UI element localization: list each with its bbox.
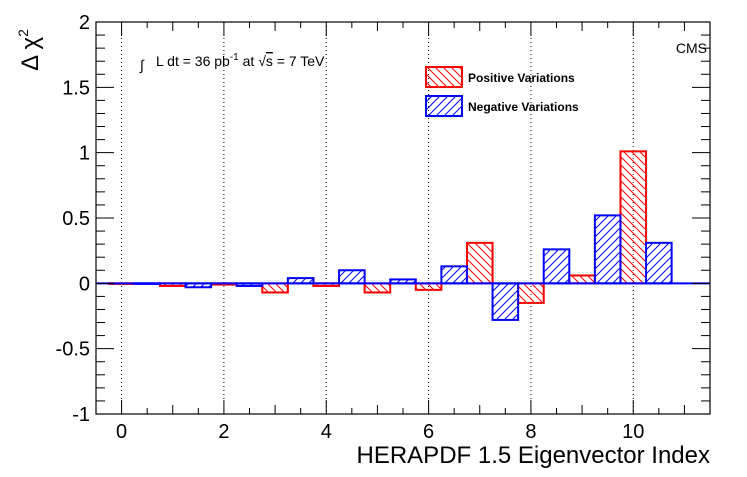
luminosity-exponent: -1 <box>230 52 239 63</box>
legend-label-negative: Negative Variations <box>468 100 579 114</box>
bar-negative-6 <box>440 265 468 285</box>
experiment-label: CMS <box>676 40 707 56</box>
sqrt-symbol: √ <box>258 53 266 69</box>
bar-negative-9 <box>593 214 622 285</box>
x-tick-label: 0 <box>116 421 127 443</box>
legend-item-positive: Positive Variations <box>425 66 575 88</box>
legend: Positive Variations Negative Variations <box>425 66 579 117</box>
x-tick-label: 6 <box>423 421 434 443</box>
x-tick-label: 4 <box>321 421 332 443</box>
y-tick-label: 0.5 <box>62 208 90 230</box>
y-tick-label: 1.5 <box>62 77 90 99</box>
bar-negative-4 <box>338 269 366 285</box>
bar-positive-5 <box>363 282 392 294</box>
luminosity-at: at <box>239 53 258 69</box>
x-tick-label: 2 <box>218 421 229 443</box>
luminosity-main: L dt = 36 pb <box>156 53 230 69</box>
y-tick-label: 1 <box>79 143 90 165</box>
bar-positive-8 <box>517 282 545 304</box>
legend-label-positive: Positive Variations <box>468 71 575 85</box>
bar-positive-3 <box>261 282 289 294</box>
legend-swatch-negative <box>425 95 463 117</box>
y-tick-label: -0.5 <box>56 339 90 361</box>
y-tick-label: 2 <box>79 12 90 34</box>
legend-swatch-positive <box>425 66 463 88</box>
x-tick-label: 10 <box>622 421 644 443</box>
x-tick-label: 8 <box>525 421 536 443</box>
bars-group <box>107 150 673 321</box>
bar-negative-10 <box>645 241 673 285</box>
integral-symbol: ∫ <box>139 57 145 74</box>
y-axis-label-main: Δ χ <box>17 37 44 71</box>
bar-positive-10 <box>619 150 648 285</box>
energy-value: = 7 TeV <box>273 53 325 69</box>
x-axis-label: HERAPDF 1.5 Eigenvector Index <box>357 442 711 469</box>
y-axis-label-superscript: 2 <box>15 29 31 37</box>
luminosity-text: L dt = 36 pb-1 at √s = 7 TeV <box>156 52 325 69</box>
x-axis: 0 2 4 6 8 10 <box>95 22 711 443</box>
luminosity-annotation: ∫ L dt = 36 pb-1 at √s = 7 TeV <box>139 52 325 74</box>
legend-item-negative: Negative Variations <box>425 95 579 117</box>
y-tick-label: 0 <box>79 273 90 295</box>
sqrt-s: s <box>266 53 273 69</box>
y-tick-label: -1 <box>72 404 90 426</box>
bar-positive-7 <box>465 241 494 285</box>
bar-negative-8 <box>542 248 571 285</box>
y-axis-label: Δ χ2 <box>15 29 44 71</box>
bar-positive-9 <box>568 274 596 285</box>
y-axis: -1 -0.5 0 0.5 1 1.5 2 <box>56 12 710 426</box>
bar-negative-7 <box>491 282 520 321</box>
